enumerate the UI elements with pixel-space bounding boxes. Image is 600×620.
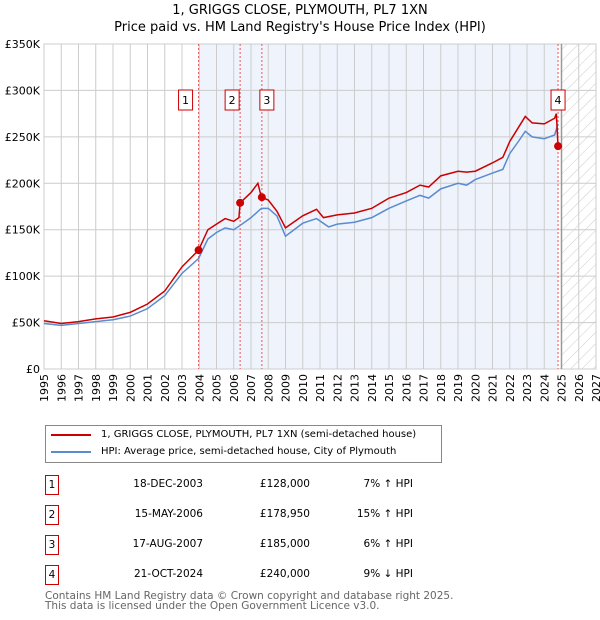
x-tick-label: 2002 [159,374,172,402]
x-tick-label: 2001 [142,374,155,402]
footer: Contains HM Land Registry data © Crown c… [45,590,454,612]
sale-point [236,198,245,207]
x-tick-label: 2011 [314,374,327,402]
x-tick-label: 2019 [452,374,465,402]
x-tick-label: 2016 [400,374,413,402]
x-tick-label: 2012 [331,374,344,402]
x-tick-label: 1997 [73,374,86,402]
y-tick-label: £0 [26,363,40,376]
sale-hpi-diff: 7% ↑ HPI [363,478,413,490]
sale-date: 18-DEC-2003 [133,478,203,490]
sale-label: 4 [555,94,562,107]
x-tick-label: 2010 [297,374,310,402]
shaded-region [198,44,559,369]
x-tick-label: 2015 [383,374,396,402]
x-tick-label: 2009 [280,374,293,402]
sale-label-box [259,89,275,111]
x-tick-label: 2005 [211,374,224,402]
plot-border [43,43,597,370]
sale-hpi-diff: 6% ↑ HPI [363,538,413,550]
x-tick-label: 2003 [176,374,189,402]
sale-label: 3 [263,94,270,107]
series-line-property [43,113,559,325]
sale-row: 2 15-MAY-2006 £178,950 15% ↑ HPI [45,505,445,525]
x-tick-label: 2022 [504,374,517,402]
sale-date: 21-OCT-2024 [134,568,203,580]
x-tick-label: 2013 [349,374,362,402]
footer-line: This data is licensed under the Open Gov… [45,600,380,612]
footer-line: Contains HM Land Registry data © Crown c… [45,590,454,602]
x-tick-label: 2007 [245,374,258,402]
sale-date: 17-AUG-2007 [132,538,203,550]
sale-label: 1 [182,94,189,107]
y-tick-label: £200K [5,177,41,190]
sale-point [194,246,203,255]
sale-label: 2 [229,94,236,107]
sale-label-box [224,89,240,111]
sale-label-box [550,89,566,111]
x-tick-label: 2023 [521,374,534,402]
sale-hpi-diff: 9% ↓ HPI [363,568,413,580]
x-tick-label: 2024 [538,374,551,402]
y-tick-label: £50K [12,317,41,330]
legend-swatch-red [51,433,91,436]
sale-price: £128,000 [259,478,310,490]
y-tick-label: £250K [5,131,41,144]
chart-title: 1, GRIGGS CLOSE, PLYMOUTH, PL7 1XN [172,3,428,18]
sale-row: 3 17-AUG-2007 £185,000 6% ↑ HPI [45,535,445,555]
sale-date: 15-MAY-2006 [134,508,203,520]
x-tick-label: 1995 [38,374,51,402]
y-tick-label: £150K [5,224,41,237]
x-tick-label: 2017 [418,374,431,402]
plot-area: 1995 1996 1997 1998 1999 2000 2001 2002 2003 2004… [5,38,600,402]
sale-number: 3 [45,535,59,555]
x-tick-label: 2014 [366,374,379,402]
x-tick-label: 1998 [90,374,103,402]
x-tick-label: 2025 [556,374,569,402]
legend-label-property: 1, GRIGGS CLOSE, PLYMOUTH, PL7 1XN (semi… [101,429,417,440]
y-tick-label: £100K [5,270,41,283]
legend: 1, GRIGGS CLOSE, PLYMOUTH, PL7 1XN (semi… [45,425,442,463]
sale-point [257,193,266,202]
sale-number: 1 [45,475,59,495]
x-tick-label: 2018 [435,374,448,402]
sale-number: 2 [45,505,59,525]
x-tick-label: 2020 [469,374,482,402]
x-tick-label: 2006 [228,374,241,402]
sale-hpi-diff: 15% ↑ HPI [356,508,413,520]
legend-swatch-blue [51,450,91,453]
x-tick-label: 2008 [262,374,275,402]
x-tick-label: 2004 [193,374,206,402]
y-tick-label: £350K [5,38,41,51]
x-tick-label: 2021 [487,374,500,402]
x-tick-label: 2026 [573,374,586,402]
series-line-hpi [43,123,559,327]
legend-label-hpi: HPI: Average price, semi-detached house,… [101,446,397,457]
x-tick-label: 2027 [590,374,600,402]
y-tick-label: £300K [5,84,41,97]
chart-subtitle: Price paid vs. HM Land Registry's House … [114,20,486,35]
sale-price: £178,950 [259,508,310,520]
sale-price: £240,000 [259,568,310,580]
sale-point [554,142,563,151]
sale-number: 4 [45,565,59,585]
sale-row: 1 18-DEC-2003 £128,000 7% ↑ HPI [45,475,445,495]
x-tick-label: 1999 [107,374,120,402]
sale-row: 4 21-OCT-2024 £240,000 9% ↓ HPI [45,565,445,585]
x-tick-label: 1996 [55,374,68,402]
x-tick-label: 2000 [124,374,137,402]
sale-price: £185,000 [259,538,310,550]
sale-label-box [178,89,194,111]
